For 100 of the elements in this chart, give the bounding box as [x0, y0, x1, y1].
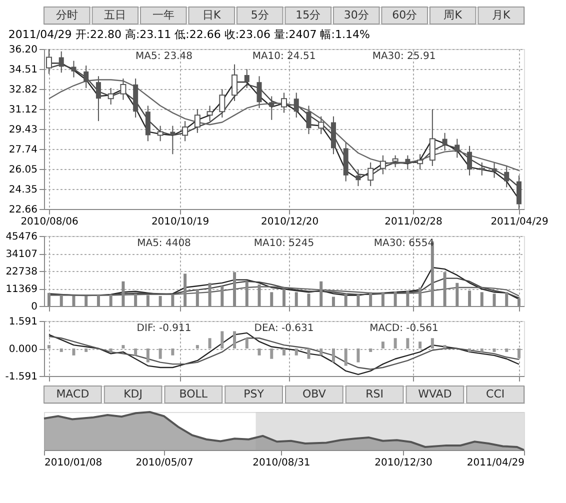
bar: [406, 338, 410, 348]
text: RSI: [366, 388, 384, 400]
bar: [146, 348, 150, 362]
annotation: MA5: 4408: [137, 238, 191, 249]
text: PSY: [244, 388, 264, 400]
candlestick: [504, 165, 510, 188]
annotation: MA30: 25.91: [372, 51, 436, 62]
bar: [48, 345, 50, 348]
text: 月K: [492, 8, 511, 22]
x-tick-label: 2010/08/31: [252, 458, 310, 468]
text: 周K: [444, 8, 463, 22]
x-tick-label: 2011/04/29: [490, 216, 548, 228]
x-tick-label: 2010/08/06: [20, 216, 78, 228]
candlestick: [71, 60, 76, 78]
text: 5分: [250, 8, 269, 22]
bar: [134, 348, 138, 356]
bar: [307, 348, 310, 359]
candlestick: [478, 162, 485, 176]
candlestick: [516, 174, 522, 210]
candlestick: [306, 105, 312, 135]
bar: [122, 345, 125, 348]
annotation: DIF: -0.911: [136, 323, 192, 334]
candlestick: [281, 92, 287, 114]
candlestick: [368, 162, 374, 187]
bar: [233, 331, 236, 348]
chart-title: 2011/04/29 开:22.80 高:23.11 低:22.66 收:23.06 量:2407 幅:1.14%: [8, 28, 370, 41]
candlestick: [46, 48, 52, 74]
text: OBV: [302, 388, 326, 400]
x-tick-label: 2011/04/29: [466, 458, 524, 468]
candlestick: [219, 88, 226, 118]
candlestick: [170, 125, 176, 155]
annotation: MA10: 24.51: [252, 51, 316, 62]
x-tick-label: 2010/05/07: [136, 458, 194, 468]
bar: [258, 348, 261, 356]
x-tick-label: 2010/01/08: [44, 458, 102, 468]
y-tick-label: 34.51: [8, 64, 38, 76]
x-tick-label: 2010/12/30: [374, 458, 432, 468]
text: 60分: [392, 8, 418, 22]
y-tick-label: 26.05: [8, 164, 38, 176]
candlestick: [194, 108, 200, 134]
candlestick: [120, 78, 126, 100]
y-tick-label: 0: [31, 302, 38, 312]
candlestick: [182, 120, 188, 142]
text: WVAD: [418, 388, 452, 400]
y-tick-label: 36.20: [8, 44, 38, 56]
text: 五日: [104, 8, 126, 22]
text: 分时: [56, 8, 78, 22]
text: KDJ: [124, 388, 143, 400]
x-tick-label: 2010/10/19: [151, 216, 210, 228]
candlestick: [256, 76, 262, 109]
candlestick: [429, 108, 436, 166]
y-tick-label: 0.000: [8, 344, 38, 355]
candlestick: [417, 154, 424, 170]
annotation: DEA: -0.631: [254, 323, 314, 334]
candlestick: [442, 132, 448, 152]
bar: [332, 348, 335, 362]
bar: [270, 348, 274, 359]
line-series: [48, 286, 520, 297]
bar: [480, 348, 484, 352]
candlestick: [206, 105, 213, 122]
bar: [196, 345, 199, 348]
text: 一年: [152, 8, 174, 22]
bar: [356, 348, 360, 362]
candlestick: [232, 64, 238, 102]
bar: [418, 342, 422, 348]
candlestick: [405, 154, 410, 170]
bar: [72, 348, 76, 356]
candlestick: [294, 92, 299, 118]
candlestick: [145, 105, 150, 142]
bar: [220, 331, 224, 348]
y-tick-label: 29.43: [8, 124, 38, 136]
y-tick-label: 32.82: [8, 84, 38, 96]
line-series: [48, 336, 520, 370]
candlestick: [318, 116, 324, 135]
bar: [245, 338, 248, 348]
annotation: MA5: 23.48: [135, 51, 193, 62]
candlestick: [492, 162, 497, 178]
line-series: [48, 332, 520, 376]
bar: [158, 348, 162, 359]
bar: [282, 348, 286, 356]
bar: [294, 348, 298, 356]
bar: [344, 348, 348, 366]
x-tick-label: 2010/12/20: [260, 216, 319, 228]
text: 日K: [202, 8, 222, 22]
annotation: MACD: -0.561: [370, 323, 438, 334]
candlestick: [96, 76, 101, 122]
bar: [505, 348, 508, 352]
y-tick-label: 45476: [6, 232, 38, 242]
candlestick: [157, 125, 164, 142]
candlestick: [108, 87, 114, 106]
bar: [320, 348, 323, 356]
candlestick: [244, 68, 250, 88]
bar: [518, 348, 520, 358]
candlestick: [356, 169, 361, 187]
y-tick-label: 22738: [6, 266, 38, 278]
y-tick-label: 24.35: [8, 184, 38, 196]
bar: [109, 348, 112, 352]
y-tick-label: 27.74: [8, 144, 38, 156]
candlestick: [392, 154, 398, 168]
y-tick-label: 1.591: [8, 316, 38, 328]
